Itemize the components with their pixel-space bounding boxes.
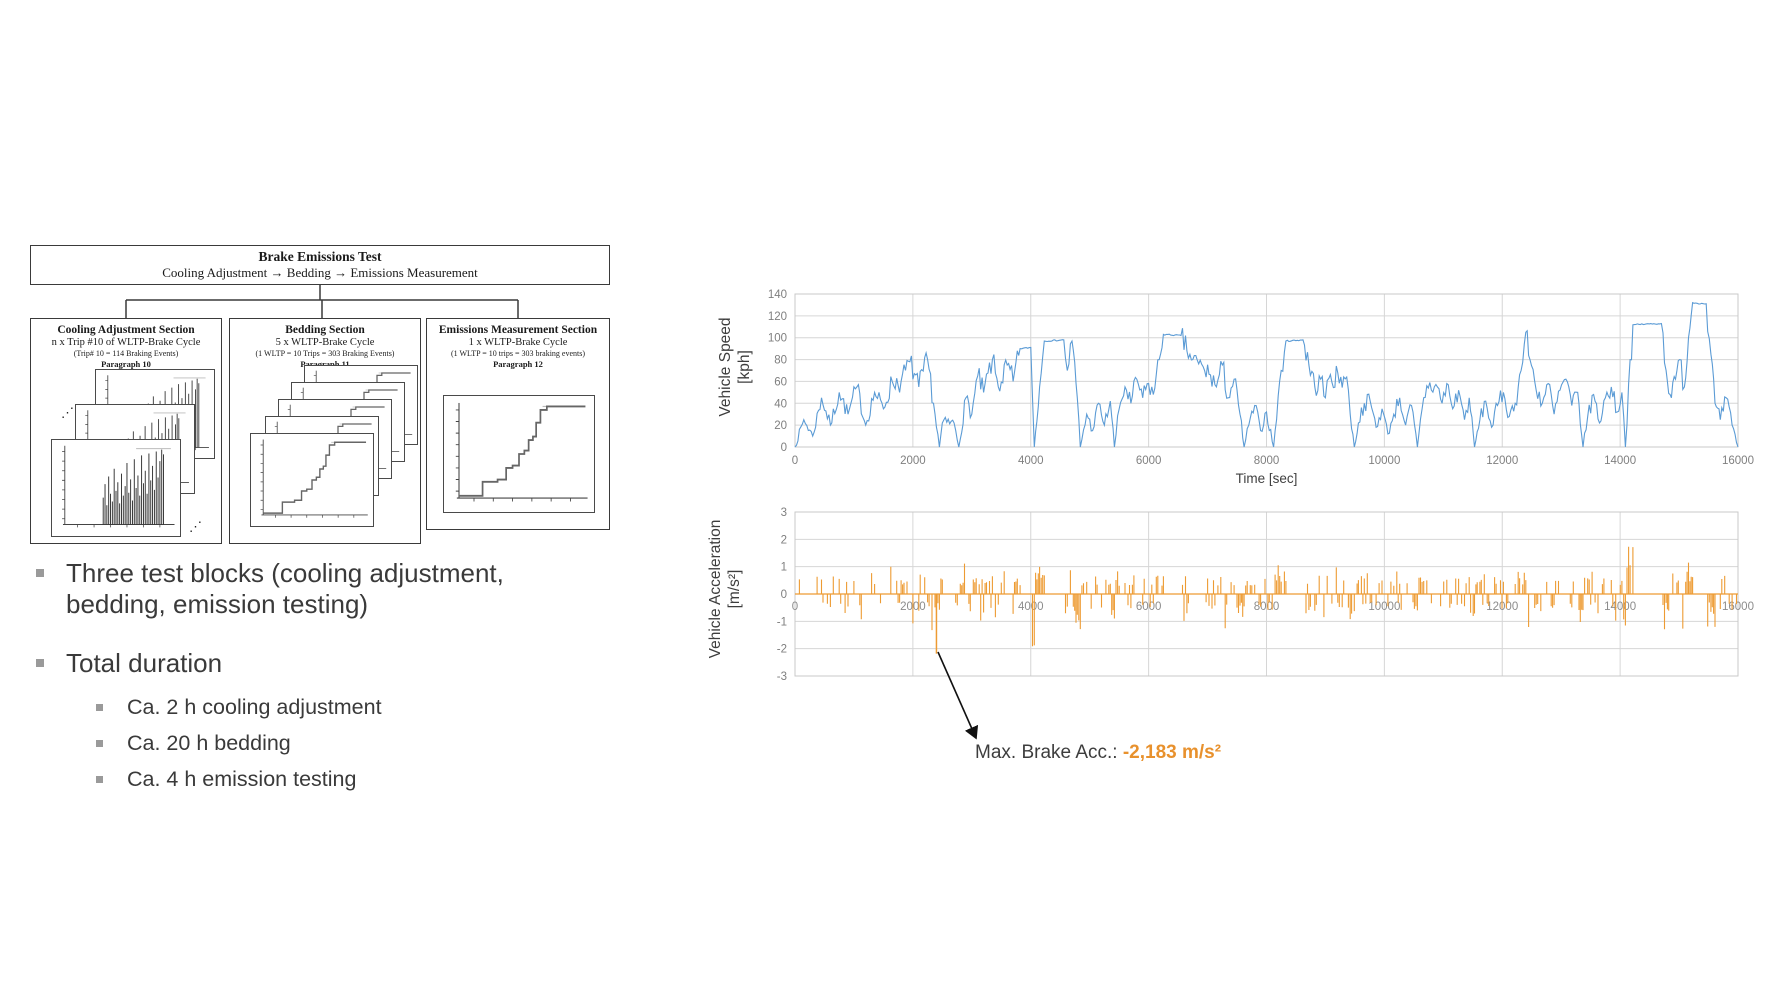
vehicle-speed-chart: 0 20 40 60 80 100 120 140 0 2000 4000 6000 8000 10000… [768,289,1754,486]
section-box-cooling-adjustment: Cooling Adjustment Section n x Trip #10 … [30,318,222,544]
section-box-bedding: Bedding Section 5 x WLTP-Brake Cycle (1 … [229,318,421,544]
svg-text:6000: 6000 [1136,601,1162,613]
svg-text:14000: 14000 [1604,601,1636,613]
diagram-root-box: Brake Emissions Test Cooling Adjustment … [30,245,610,285]
svg-text:-3: -3 [777,671,787,683]
diagram-root-title: Brake Emissions Test [258,249,382,264]
speed-chart-x-axis-title: Time [sec] [1236,471,1298,486]
bullet-total-duration: Total duration [36,648,546,679]
bullet-square-icon [96,776,103,783]
svg-text:0: 0 [781,589,787,601]
section-line1: 1 x WLTP-Brake Cycle [468,337,568,348]
bullet-square-icon [96,740,103,747]
max-brake-value: -2,183 m/s² [1122,742,1222,763]
section-title: Cooling Adjustment Section [57,324,195,336]
mini-chart-thumbnail [250,433,374,527]
section-title: Emissions Measurement Section [438,324,598,336]
bullet-text: Total duration [66,648,223,678]
subbullet-emission: Ca. 4 h emission testing [96,767,356,792]
section-line2: (1 WLTP = 10 Trips = 303 Braking Events) [255,349,395,358]
svg-text:1: 1 [781,562,787,574]
section-line1: n x Trip #10 of WLTP-Brake Cycle [51,337,201,348]
svg-text:8000: 8000 [1254,455,1280,467]
section-paragraph: Paragraph 12 [493,359,543,369]
mini-chart-thumbnail [443,395,595,513]
svg-text:8000: 8000 [1254,601,1280,613]
brake-emissions-test-diagram: Brake Emissions Test Cooling Adjustment … [0,0,660,560]
svg-text:16000: 16000 [1722,601,1754,613]
svg-text:12000: 12000 [1486,455,1518,467]
svg-text:10000: 10000 [1368,455,1400,467]
subbullet-text: Ca. 4 h emission testing [127,767,357,791]
svg-text:2: 2 [781,534,787,546]
svg-text:120: 120 [768,311,787,323]
svg-text:2000: 2000 [900,455,926,467]
svg-text:40: 40 [774,398,787,410]
max-brake-annotation-arrow [937,651,979,740]
subbullet-text: Ca. 20 h bedding [127,731,291,755]
diagram-root-subtitle: Cooling Adjustment → Bedding → Emissions… [162,265,478,280]
svg-text:0: 0 [792,455,798,467]
svg-text:10000: 10000 [1368,601,1400,613]
ellipsis-dots: ⋰ [189,519,203,534]
svg-text:140: 140 [768,289,787,301]
svg-text:100: 100 [768,333,787,345]
svg-text:16000: 16000 [1722,455,1754,467]
svg-text:20: 20 [774,420,787,432]
svg-text:0: 0 [792,601,798,613]
section-line2: (1 WLTP = 10 trips = 303 braking events) [450,349,586,358]
section-paragraph: Paragraph 11 [300,359,350,369]
svg-text:6000: 6000 [1136,455,1162,467]
bullet-square-icon [96,704,103,711]
subbullet-bedding: Ca. 20 h bedding [96,731,291,756]
mini-chart-thumbnail [51,439,181,537]
section-title: Bedding Section [285,324,365,336]
svg-text:60: 60 [774,376,787,388]
ellipsis-dots: ⋰ [61,405,75,420]
bullet-text: Three test blocks (cooling adjustment, b… [66,558,504,619]
max-brake-annotation: Max. Brake Acc.: -2,183 m/s² [975,742,1221,764]
max-brake-label: Max. Brake Acc.: [975,742,1123,763]
svg-text:4000: 4000 [1018,601,1044,613]
svg-text:14000: 14000 [1604,455,1636,467]
diagram-connector-lines [125,285,519,318]
subbullet-text: Ca. 2 h cooling adjustment [127,695,382,719]
svg-text:-2: -2 [777,644,787,656]
svg-text:0: 0 [781,442,787,454]
svg-text:80: 80 [774,355,787,367]
bullet-square-icon [36,659,44,667]
svg-text:4000: 4000 [1018,455,1044,467]
section-paragraph: Paragraph 10 [101,359,151,369]
bullet-square-icon [36,569,44,577]
svg-text:-1: -1 [777,616,787,628]
subbullet-cooling: Ca. 2 h cooling adjustment [96,695,382,720]
section-line1: 5 x WLTP-Brake Cycle [275,337,375,348]
bullet-three-test-blocks: Three test blocks (cooling adjustment, b… [36,558,546,620]
section-box-emissions-measurement: Emissions Measurement Section 1 x WLTP-B… [426,318,610,530]
section-line2: (Trip# 10 = 114 Braking Events) [73,349,179,358]
svg-text:3: 3 [781,507,787,519]
